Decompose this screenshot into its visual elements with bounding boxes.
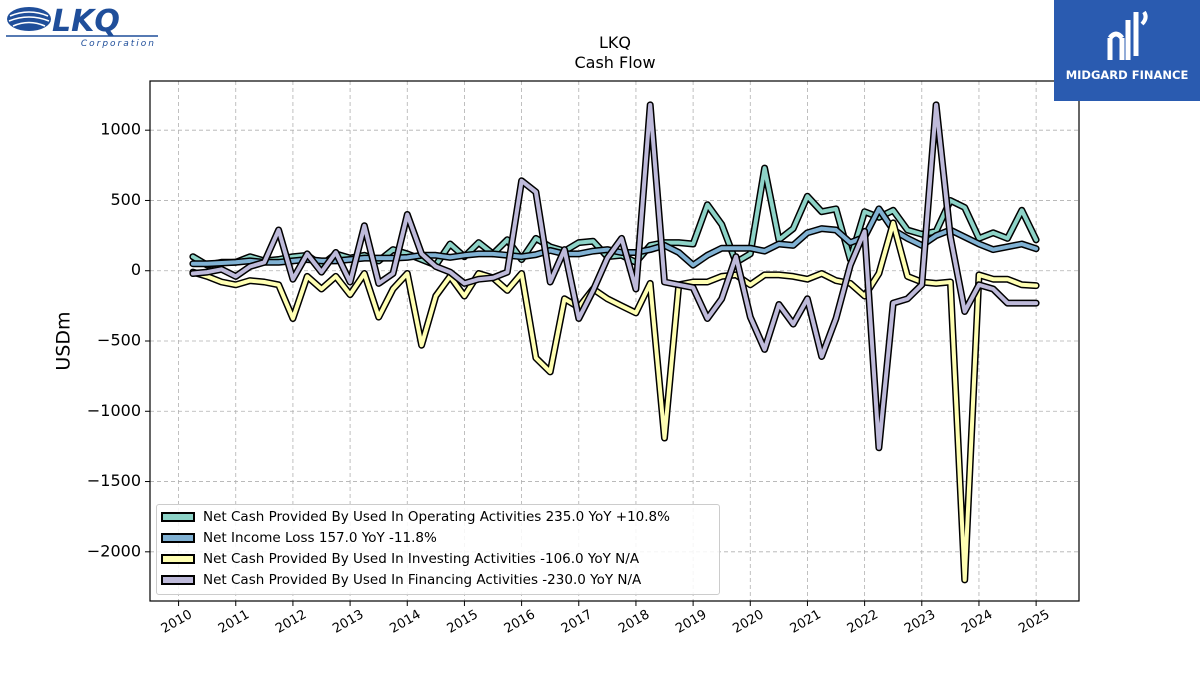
series-lines [189, 101, 1040, 584]
legend-swatch [161, 575, 195, 585]
y-tick-label: −2000 [87, 541, 141, 560]
legend-item: Net Income Loss 157.0 YoY -11.8% [161, 529, 437, 547]
legend-swatch [161, 554, 195, 564]
legend-swatch [161, 512, 195, 522]
midgard-finance-badge: MIDGARD FINANCE [1054, 0, 1200, 101]
x-tick-label: 2017 [559, 607, 595, 637]
x-axis-ticks: 2010 2011 2012 2013 2014 2015 2016 2017 2018 2019… [159, 601, 1052, 637]
x-tick-label: 2019 [673, 607, 709, 637]
series-4-line [189, 101, 1040, 452]
grid-lines [150, 81, 1079, 601]
lkq-subtext: Corporation [81, 39, 156, 48]
series-stroke [190, 220, 1039, 582]
y-tick-label: −500 [97, 331, 141, 350]
legend-item: Net Cash Provided By Used In Investing A… [161, 550, 639, 568]
x-tick-label: 2025 [1016, 607, 1052, 637]
x-tick-label: 2021 [788, 607, 824, 637]
y-axis-ticks: 1000 500 0 −500 −1000 −1500 −2000 [87, 120, 150, 560]
lkq-globe-icon [7, 7, 51, 31]
x-tick-label: 2015 [445, 607, 481, 637]
y-tick-label: −1500 [87, 471, 141, 490]
legend-label: Net Income Loss 157.0 YoY -11.8% [203, 530, 437, 546]
series-stroke [190, 102, 1039, 450]
chart-subtitle: Cash Flow [574, 53, 656, 72]
x-tick-label: 2024 [959, 607, 995, 637]
midgard-finance-label: MIDGARD FINANCE [1065, 68, 1189, 82]
midgard-logo-icon [1107, 10, 1148, 60]
x-tick-label: 2010 [159, 607, 195, 637]
lkq-wordmark: LKQ [52, 4, 120, 39]
y-tick-label: −1000 [87, 401, 141, 420]
legend-item: Net Cash Provided By Used In Financing A… [161, 571, 641, 589]
chart-title: LKQ [599, 33, 631, 52]
y-axis-label: USDm [53, 311, 75, 370]
y-tick-label: 500 [110, 190, 141, 209]
lkq-logo: LKQ Corporation [4, 4, 160, 49]
x-tick-label: 2020 [730, 607, 766, 637]
y-tick-label: 0 [131, 260, 141, 279]
x-tick-label: 2012 [273, 607, 309, 637]
x-tick-label: 2011 [216, 607, 252, 637]
x-tick-label: 2018 [616, 607, 652, 637]
legend-label: Net Cash Provided By Used In Financing A… [203, 572, 642, 588]
x-tick-label: 2014 [387, 607, 423, 637]
legend-item: Net Cash Provided By Used In Operating A… [161, 508, 670, 526]
series-3-line [189, 219, 1040, 584]
x-tick-label: 2022 [845, 607, 881, 637]
chart-legend: Net Cash Provided By Used In Operating A… [156, 504, 720, 595]
x-tick-label: 2023 [902, 607, 938, 637]
legend-label: Net Cash Provided By Used In Investing A… [203, 551, 640, 567]
x-tick-label: 2013 [330, 607, 366, 637]
legend-label: Net Cash Provided By Used In Operating A… [203, 509, 670, 525]
y-tick-label: 1000 [100, 120, 141, 139]
x-tick-label: 2016 [502, 607, 538, 637]
legend-swatch [161, 533, 195, 543]
